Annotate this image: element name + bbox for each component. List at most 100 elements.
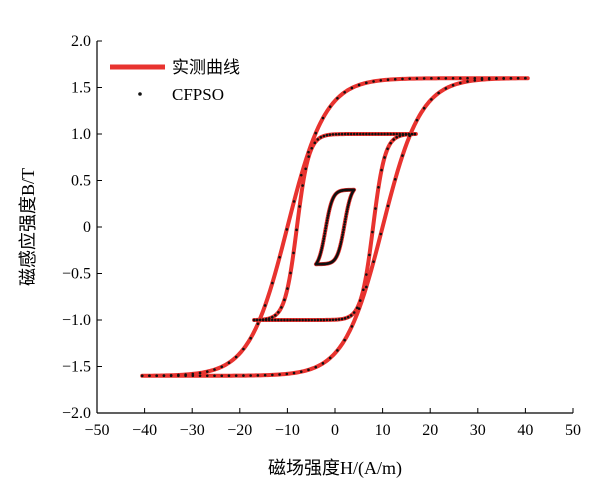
- cfpso-point: [345, 212, 348, 216]
- cfpso-point: [340, 235, 344, 239]
- cfpso-point: [377, 132, 380, 136]
- cfpso-point: [459, 81, 462, 85]
- cfpso-point: [274, 318, 277, 322]
- x-tick-label: 10: [375, 422, 391, 439]
- cfpso-point: [371, 230, 374, 234]
- cfpso-point: [344, 215, 348, 218]
- cfpso-point: [401, 132, 405, 136]
- cfpso-point: [321, 242, 325, 245]
- cfpso-point: [343, 317, 347, 320]
- cfpso-point: [451, 83, 455, 87]
- cfpso-point: [326, 214, 330, 217]
- cfpso-point: [280, 306, 283, 309]
- axis-ticks: −50 −40 −30 −20 −10 0 10 20 30 40 50 −2.0 −1.5 −1.0 −0…: [62, 33, 581, 439]
- cfpso-point: [328, 207, 331, 211]
- cfpso-point: [323, 229, 327, 233]
- cfpso-point: [380, 132, 383, 136]
- cfpso-point: [314, 365, 318, 369]
- cfpso-point: [444, 76, 448, 80]
- cfpso-point: [334, 132, 338, 136]
- cfpso-point: [379, 79, 383, 82]
- y-tick-label: 2.0: [71, 33, 91, 50]
- cfpso-point: [286, 287, 289, 290]
- cfpso-point: [323, 232, 327, 235]
- cfpso-point: [401, 154, 404, 157]
- series-cfpso-dots: [140, 76, 527, 378]
- cfpso-point: [336, 349, 339, 352]
- legend-label-measured: 实测曲线: [172, 58, 240, 77]
- cfpso-point: [310, 318, 314, 322]
- cfpso-point: [198, 371, 202, 375]
- cfpso-point: [473, 79, 477, 82]
- cfpso-point: [372, 260, 375, 263]
- cfpso-point: [274, 314, 277, 317]
- cfpso-point: [345, 210, 349, 213]
- cfpso-point: [374, 207, 377, 210]
- cfpso-point: [255, 318, 259, 322]
- cfpso-point: [480, 76, 484, 80]
- cfpso-point: [313, 141, 317, 145]
- cfpso-point: [298, 318, 301, 322]
- cfpso-point: [322, 318, 326, 322]
- cfpso-point: [389, 141, 392, 145]
- cfpso-point: [362, 132, 365, 136]
- legend: 实测曲线 CFPSO: [110, 58, 240, 104]
- cfpso-point: [328, 356, 332, 360]
- cfpso-point: [261, 318, 265, 321]
- cfpso-point: [334, 318, 338, 321]
- cfpso-point: [386, 147, 389, 151]
- cfpso-point: [357, 83, 361, 87]
- cfpso-point: [289, 271, 292, 275]
- y-tick-label: 0.5: [71, 173, 91, 190]
- cfpso-point: [213, 374, 216, 378]
- cfpso-point: [327, 212, 330, 215]
- cfpso-point: [314, 262, 318, 266]
- cfpso-point: [205, 370, 209, 373]
- cfpso-point: [386, 204, 390, 208]
- cfpso-point: [524, 76, 527, 80]
- cfpso-point: [278, 373, 281, 376]
- x-tick-label: −10: [275, 422, 300, 439]
- cfpso-point: [516, 76, 520, 80]
- cfpso-point: [331, 318, 335, 322]
- cfpso-point: [355, 132, 359, 136]
- cfpso-point: [346, 132, 350, 136]
- cfpso-point: [285, 372, 289, 376]
- x-tick-label: −30: [180, 422, 205, 439]
- cfpso-point: [242, 347, 245, 351]
- cfpso-point: [349, 314, 353, 317]
- cfpso-point: [184, 373, 187, 376]
- cfpso-point: [299, 173, 303, 177]
- cfpso-point: [343, 90, 346, 94]
- cfpso-point: [372, 80, 375, 83]
- cfpso-point: [258, 318, 262, 322]
- cfpso-point: [408, 77, 412, 80]
- legend-label-cfpso: CFPSO: [172, 85, 224, 104]
- cfpso-point: [322, 237, 326, 240]
- cfpso-point: [401, 77, 404, 81]
- cfpso-point: [325, 133, 329, 137]
- cfpso-point: [404, 132, 408, 136]
- cfpso-point: [270, 315, 274, 319]
- cfpso-point: [286, 318, 289, 322]
- cfpso-point: [344, 217, 347, 221]
- cfpso-point: [249, 374, 252, 377]
- cfpso-point: [343, 220, 347, 224]
- x-tick-label: −50: [84, 422, 109, 439]
- cfpso-point: [307, 155, 311, 158]
- cfpso-point: [280, 318, 283, 322]
- cfpso-point: [398, 132, 402, 136]
- cfpso-point: [368, 253, 371, 257]
- cfpso-point: [321, 244, 324, 248]
- cfpso-point: [352, 132, 356, 136]
- cfpso-point: [283, 298, 286, 302]
- cfpso-point: [289, 318, 292, 322]
- cfpso-point: [358, 132, 362, 136]
- cfpso-point: [278, 255, 281, 259]
- cfpso-point: [263, 304, 267, 307]
- cfpso-point: [299, 370, 303, 374]
- x-tick-label: 20: [422, 422, 438, 439]
- cfpso-point: [430, 77, 433, 80]
- cfpso-point: [316, 138, 320, 141]
